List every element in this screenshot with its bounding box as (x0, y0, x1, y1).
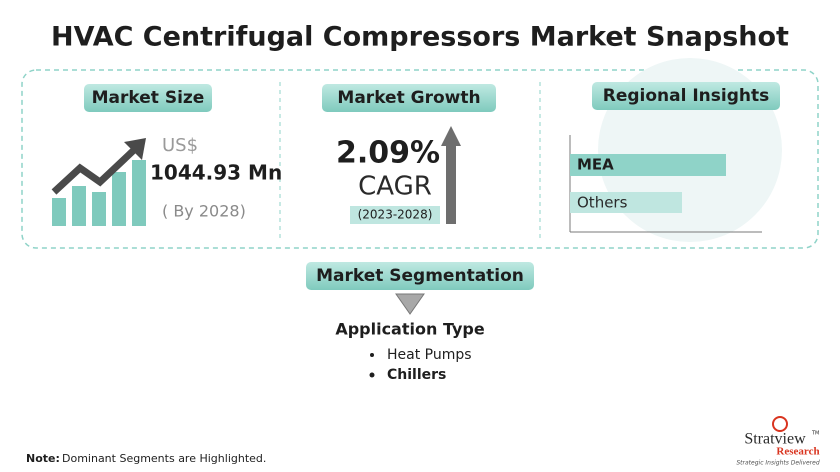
bullet (369, 372, 375, 378)
logo-trademark: TM (811, 431, 819, 437)
segment-item: Heat Pumps (387, 347, 472, 363)
period: (2023-2028) (358, 208, 433, 222)
heading-pill (322, 84, 496, 112)
period-box (350, 206, 440, 224)
logo-name: Stratview (744, 431, 806, 448)
cagr-value: 2.09% (336, 136, 440, 171)
heading: Regional Insights (603, 86, 770, 106)
region-label: Others (577, 194, 628, 212)
logo-mark (772, 416, 788, 432)
bullet (370, 353, 374, 357)
currency: US$ (162, 135, 198, 156)
note-label: Note: (26, 452, 60, 465)
heading-pill (306, 262, 534, 290)
segment-item: Chillers (387, 367, 446, 383)
heading: Market Size (92, 88, 205, 108)
heading: Market Growth (337, 88, 480, 108)
region-bar (570, 154, 726, 176)
region-bar (570, 192, 682, 213)
pointer (395, 293, 425, 315)
region-label: MEA (577, 156, 614, 174)
cagr-label: CAGR (358, 172, 432, 202)
logo-subname: Research (776, 446, 819, 458)
heading-pill (592, 82, 780, 110)
summary-box (21, 69, 819, 249)
heading: Market Segmentation (316, 266, 524, 286)
market-size-value: 1044.93 Mn (150, 161, 282, 185)
note-text: Dominant Segments are Highlighted. (62, 452, 266, 465)
heading-pill (84, 84, 212, 112)
growth-arrow (441, 126, 461, 224)
segment-category: Application Type (335, 320, 485, 339)
year-note: ( By 2028) (162, 202, 246, 221)
logo-tagline: Strategic Insights Delivered (736, 460, 819, 467)
growth-icon (51, 138, 146, 226)
title: HVAC Centrifugal Compressors Market Snap… (51, 22, 789, 53)
